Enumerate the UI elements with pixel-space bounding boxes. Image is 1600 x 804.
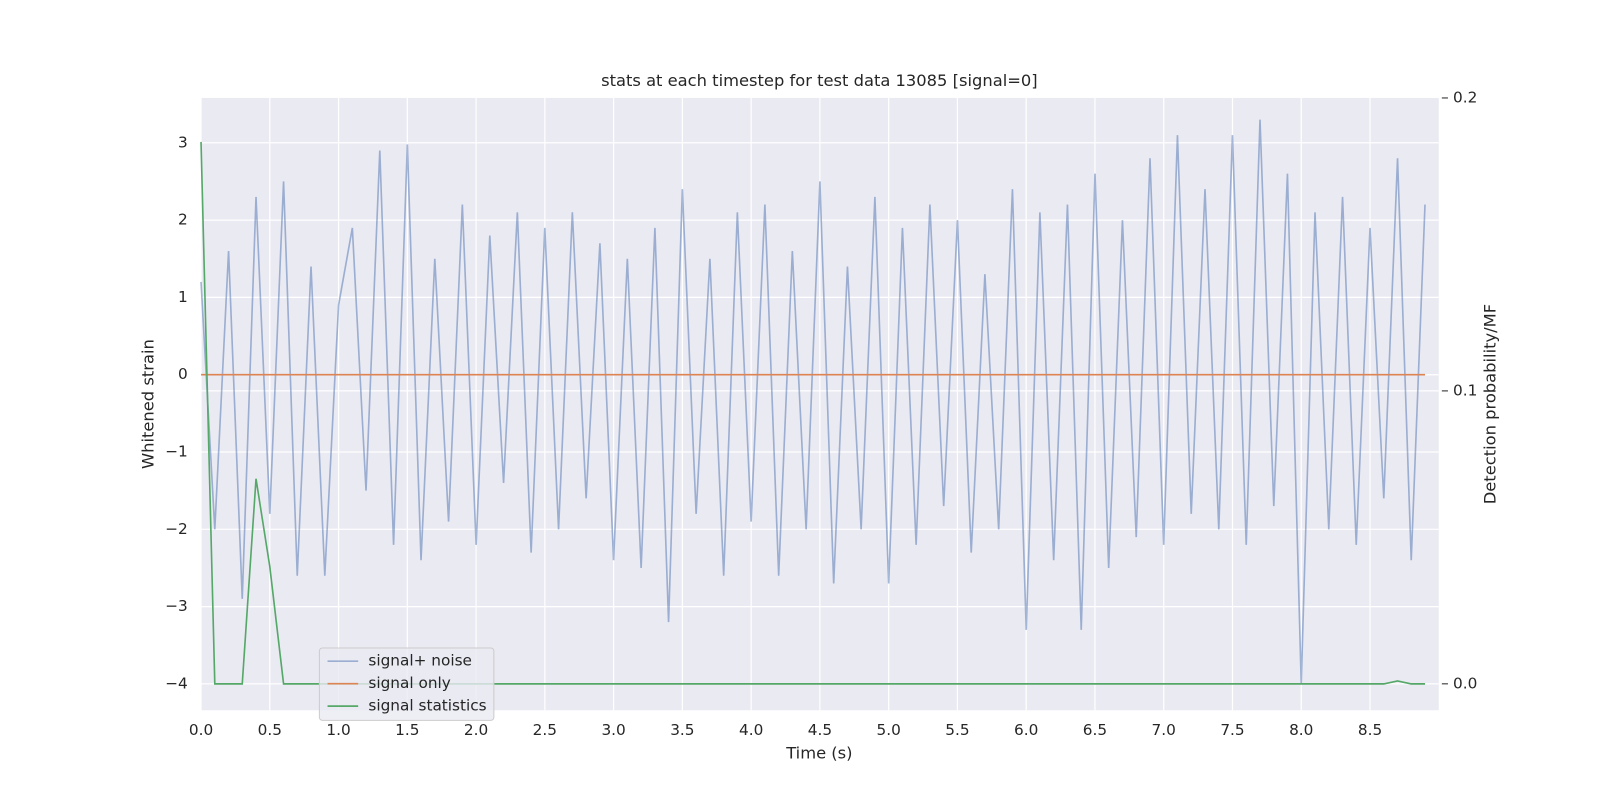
y-tick-label: 1 [178, 288, 188, 306]
x-tick-label: 6.0 [1014, 721, 1038, 739]
y2-axis-label: Detection probability/MF [1480, 304, 1499, 504]
y-tick-label: −2 [165, 520, 188, 538]
y-tick-label: −3 [165, 597, 188, 615]
x-tick-label: 7.0 [1152, 721, 1176, 739]
x-tick-label: 4.5 [808, 721, 832, 739]
y-tick-label: −4 [165, 674, 188, 692]
x-tick-label: 3.5 [670, 721, 694, 739]
x-tick-label: 8.5 [1358, 721, 1382, 739]
x-tick-label: 2.5 [533, 721, 557, 739]
x-tick-label: 0.5 [258, 721, 282, 739]
ticks: 0.0 0.5 1.0 1.5 2.0 2.5 3.0 3.5 4.0 4.5 5.0 5.5 6.0 6… [165, 88, 1477, 739]
y2-tick-label: 0.0 [1453, 674, 1477, 692]
y-tick-label: 0 [178, 365, 188, 383]
x-tick-label: 7.5 [1220, 721, 1244, 739]
x-axis-label: Time (s) [785, 744, 852, 763]
x-tick-label: 8.0 [1289, 721, 1313, 739]
x-tick-label: 5.5 [945, 721, 969, 739]
y2-tick-label: 0.1 [1453, 381, 1477, 399]
y-tick-label: −1 [165, 443, 188, 461]
legend: signal+ noise signal only signal statistic… [318, 647, 495, 721]
legend-label: signal statistics [368, 697, 486, 715]
x-tick-label: 5.0 [876, 721, 900, 739]
legend-label: signal+ noise [368, 652, 472, 670]
legend-box [318, 647, 495, 721]
chart-title: stats at each timestep for test data 130… [601, 71, 1038, 90]
x-tick-label: 4.0 [739, 721, 763, 739]
y-tick-label: 3 [178, 133, 188, 151]
y-tick-label: 2 [178, 211, 188, 229]
x-tick-label: 0.0 [189, 721, 213, 739]
x-tick-label: 2.0 [464, 721, 488, 739]
x-tick-label: 1.5 [395, 721, 419, 739]
y-axis-label: Whitened strain [138, 339, 157, 469]
x-tick-label: 3.0 [601, 721, 625, 739]
x-tick-label: 6.5 [1083, 721, 1107, 739]
y2-tick-label: 0.2 [1453, 88, 1477, 106]
series-line [200, 119, 1426, 684]
x-tick-label: 1.0 [326, 721, 350, 739]
legend-label: signal only [368, 674, 450, 692]
